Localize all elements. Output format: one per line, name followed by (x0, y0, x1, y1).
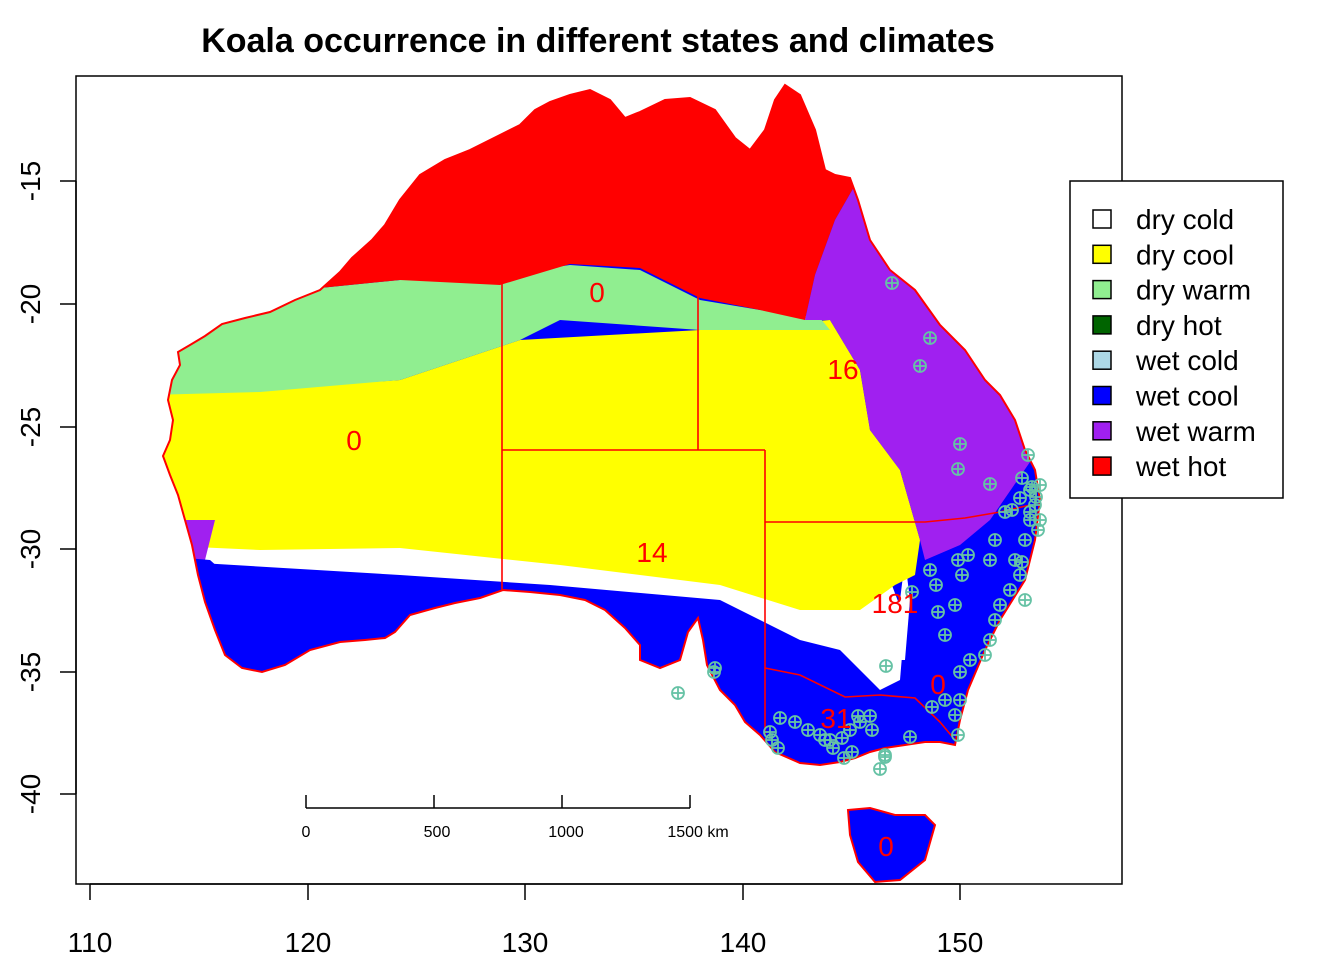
y-tick-labels: -15 -20 -25 -30 -35 -40 (15, 161, 46, 814)
x-axis (89, 883, 961, 900)
legend-swatch (1092, 279, 1112, 300)
count-nsw: 181 (872, 588, 919, 619)
x-tick-label: 110 (68, 927, 113, 958)
count-tas: 0 (878, 831, 894, 862)
legend-swatch (1092, 421, 1112, 441)
y-axis (60, 180, 77, 795)
count-sa: 14 (636, 537, 667, 568)
count-vic: 31 (820, 703, 851, 734)
legend-label: dry cool (1136, 239, 1234, 270)
legend-label: wet cool (1135, 381, 1239, 412)
legend-swatch (1092, 385, 1112, 406)
y-tick-label: -20 (15, 284, 46, 324)
legend: dry cold dry cool dry warm dry hot wet cold w… (1069, 180, 1284, 499)
legend-box (1069, 180, 1284, 499)
x-tick-label: 150 (937, 927, 984, 958)
state-borders (501, 278, 1031, 741)
y-tick-label: -15 (15, 161, 46, 201)
legend-label: wet cold (1135, 345, 1239, 376)
scale-label: 1500 km (667, 824, 728, 841)
count-wa: 0 (346, 425, 362, 456)
legend-label: dry cold (1136, 204, 1234, 235)
count-qld: 16 (827, 354, 858, 385)
scale-label: 0 (302, 824, 311, 841)
chart-title: Koala occurrence in different states and… (201, 22, 995, 60)
y-tick-label: -30 (15, 529, 46, 569)
scale-label: 1000 (548, 824, 584, 841)
tasmania (846, 806, 937, 884)
x-tick-labels: 110 120 130 140 150 (68, 927, 984, 958)
legend-label: wet hot (1135, 451, 1226, 482)
climate-zones (163, 85, 1040, 882)
state-count-labels: 0 0 16 14 181 0 31 0 (346, 277, 946, 862)
legend-swatch (1092, 209, 1112, 229)
legend-swatch (1092, 456, 1112, 476)
legend-label: dry hot (1136, 310, 1222, 341)
border-nsw-vic (764, 667, 956, 741)
count-act: 0 (930, 669, 946, 700)
y-tick-label: -40 (15, 774, 46, 814)
y-tick-label: -35 (15, 652, 46, 692)
occurrence-points (671, 276, 1047, 776)
legend-label: dry warm (1136, 275, 1251, 306)
scale-label: 500 (424, 824, 451, 841)
x-tick-label: 130 (502, 927, 549, 958)
zone-dry-cold (163, 540, 910, 660)
x-tick-label: 140 (720, 927, 767, 958)
zone-dry-cool (163, 320, 920, 610)
x-tick-label: 120 (285, 927, 332, 958)
legend-items: dry cold dry cool dry warm dry hot wet cold w… (1092, 204, 1256, 482)
legend-label: wet warm (1135, 416, 1256, 447)
legend-swatch (1092, 350, 1112, 370)
count-nt: 0 (589, 277, 605, 308)
scale-bar: 0 500 1000 1500 km (302, 795, 729, 841)
zone-dry-warm (163, 265, 830, 395)
legend-swatch (1092, 315, 1112, 335)
y-tick-label: -25 (15, 407, 46, 447)
legend-swatch (1092, 244, 1112, 265)
